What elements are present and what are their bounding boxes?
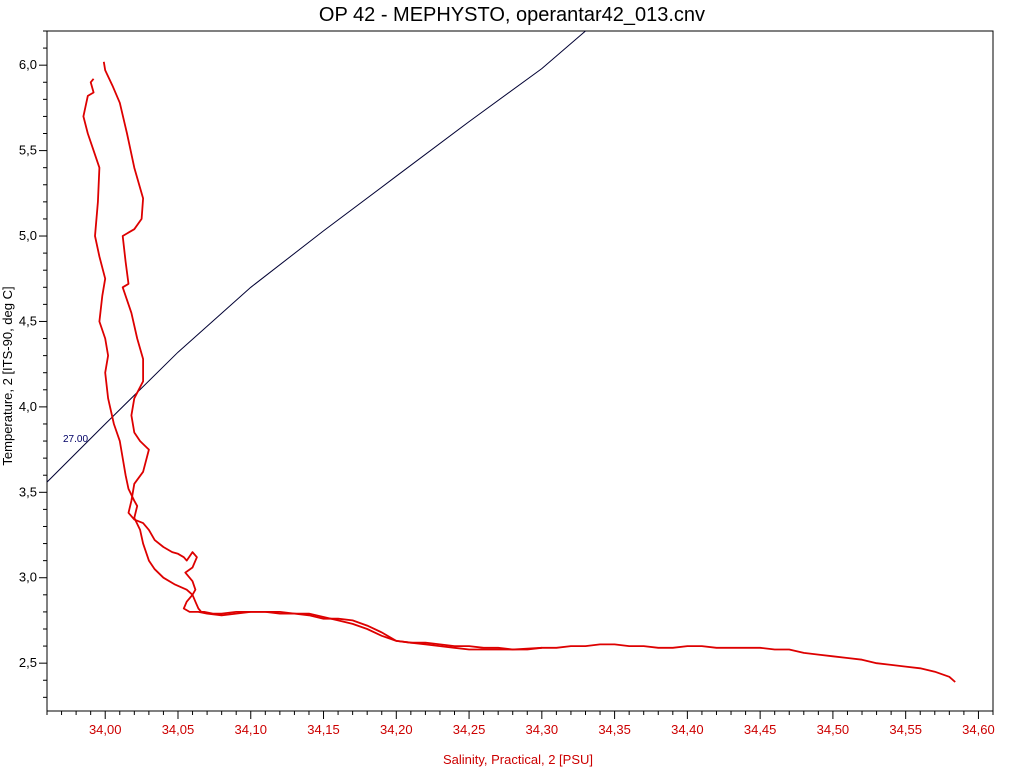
- chart-title: OP 42 - MEPHYSTO, operantar42_013.cnv: [319, 4, 705, 26]
- y-tick-label: 5,5: [19, 143, 37, 158]
- profile-line-2: [82, 78, 542, 651]
- y-axis-label: Temperature, 2 [ITS-90, deg C]: [0, 286, 15, 465]
- x-tick-label: 34,15: [307, 722, 340, 737]
- x-tick-label: 34,20: [380, 722, 413, 737]
- y-tick-label: 2,5: [19, 655, 37, 670]
- y-tick-label: 4,0: [19, 399, 37, 414]
- y-tick-label: 3,5: [19, 484, 37, 499]
- x-tick-label: 34,10: [234, 722, 267, 737]
- y-tick-label: 3,0: [19, 570, 37, 585]
- plot-frame: [46, 30, 994, 712]
- x-tick-label: 34,00: [89, 722, 122, 737]
- x-tick-label: 34,25: [453, 722, 486, 737]
- isopycnal-label: 27.00: [63, 434, 88, 445]
- x-tick-label: 34,50: [817, 722, 850, 737]
- y-tick-label: 4,5: [19, 313, 37, 328]
- x-tick-label: 34,40: [671, 722, 704, 737]
- x-tick-label: 34,60: [962, 722, 995, 737]
- y-tick-label: 6,0: [19, 57, 37, 72]
- y-tick-label: 5,0: [19, 228, 37, 243]
- x-tick-label: 34,30: [526, 722, 559, 737]
- x-tick-label: 34,05: [162, 722, 195, 737]
- x-axis-label: Salinity, Practical, 2 [PSU]: [443, 752, 593, 767]
- profile-line-1: [102, 61, 956, 683]
- isopycnal-line: [47, 31, 586, 483]
- x-tick-label: 34,55: [889, 722, 922, 737]
- x-tick-label: 34,35: [598, 722, 631, 737]
- x-tick-label: 34,45: [744, 722, 777, 737]
